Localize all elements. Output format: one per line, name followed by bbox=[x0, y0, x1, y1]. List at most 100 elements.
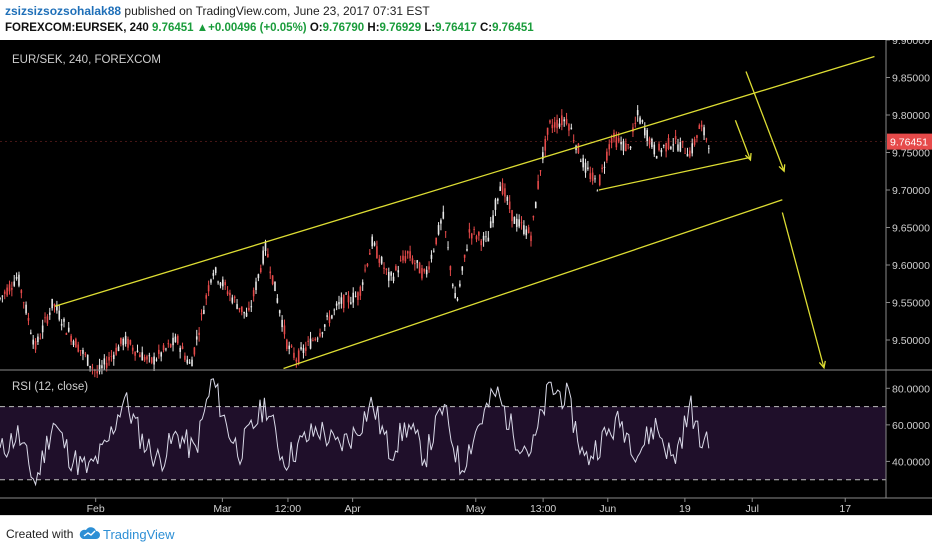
candle-body bbox=[222, 279, 224, 287]
candle-body bbox=[224, 282, 227, 286]
arrow-head bbox=[818, 360, 826, 370]
candle-body bbox=[286, 339, 288, 349]
candle-body bbox=[25, 304, 27, 314]
candle-body bbox=[354, 295, 357, 297]
candle-body bbox=[195, 336, 198, 340]
tradingview-cloud-icon[interactable] bbox=[78, 526, 100, 545]
candle-body bbox=[352, 292, 355, 303]
candle-body bbox=[124, 335, 127, 344]
candle-body bbox=[309, 338, 312, 349]
candle-body bbox=[542, 152, 544, 160]
chart-area[interactable]: 9.90000 9.85000 9.80000 9.75000 9.70000 9.650… bbox=[0, 35, 932, 515]
low-value: 9.76417 bbox=[435, 22, 477, 34]
candle-body bbox=[411, 258, 414, 264]
candle-body bbox=[205, 295, 208, 299]
x-tick-label: 17 bbox=[839, 503, 851, 515]
candle-body bbox=[63, 318, 65, 322]
candle-body bbox=[617, 138, 620, 142]
candle-body bbox=[323, 324, 326, 327]
candle-body bbox=[449, 266, 452, 271]
candle-body bbox=[11, 288, 13, 290]
candle-body bbox=[636, 110, 639, 116]
x-tick-label: Feb bbox=[87, 503, 105, 515]
candle-body bbox=[466, 249, 468, 251]
candle-body bbox=[22, 302, 25, 304]
candle-body bbox=[568, 124, 570, 131]
candle-body bbox=[608, 144, 611, 150]
candle-body bbox=[229, 292, 231, 296]
candle-body bbox=[257, 274, 260, 279]
candle-body bbox=[708, 147, 710, 149]
tradingview-brand-link[interactable]: TradingView bbox=[103, 527, 175, 542]
candle-body bbox=[278, 310, 281, 314]
candle-body bbox=[660, 149, 663, 153]
candle-body bbox=[577, 143, 580, 153]
candle-body bbox=[653, 144, 656, 155]
candle-body bbox=[290, 345, 293, 347]
candle-body bbox=[86, 354, 89, 366]
candle-body bbox=[703, 127, 705, 136]
chart-canvas[interactable]: 9.90000 9.85000 9.80000 9.75000 9.70000 9.650… bbox=[0, 35, 932, 515]
candle-body bbox=[591, 172, 594, 181]
candle-body bbox=[473, 229, 475, 230]
last-price-tag bbox=[887, 133, 932, 150]
candle-body bbox=[18, 274, 20, 286]
candle-body bbox=[525, 229, 528, 236]
candle-body bbox=[122, 338, 125, 346]
x-tick-label: May bbox=[466, 503, 487, 515]
candle-body bbox=[79, 350, 82, 351]
candle-body bbox=[117, 346, 120, 352]
candle-body bbox=[433, 250, 435, 252]
candle-body bbox=[6, 287, 8, 296]
candle-body bbox=[674, 136, 677, 140]
candle-body bbox=[89, 365, 91, 368]
candle-body bbox=[165, 348, 167, 350]
candle-body bbox=[414, 263, 416, 265]
candle-body bbox=[532, 215, 535, 218]
candle-body bbox=[105, 362, 108, 368]
candle-body bbox=[136, 350, 139, 352]
candle-body bbox=[297, 350, 300, 364]
x-tick-label: 13:00 bbox=[530, 503, 556, 515]
candle-body bbox=[523, 225, 525, 234]
candle-body bbox=[51, 298, 53, 309]
candle-body bbox=[72, 341, 75, 346]
candle-body bbox=[167, 343, 170, 345]
candle-body bbox=[188, 362, 191, 364]
candle-body bbox=[482, 235, 485, 241]
candle-body bbox=[236, 304, 238, 309]
candle-body bbox=[340, 297, 343, 304]
price-pane[interactable] bbox=[0, 55, 875, 378]
candle-body bbox=[134, 351, 136, 356]
candle-body bbox=[667, 138, 670, 149]
candle-body bbox=[84, 353, 87, 355]
candle-body bbox=[231, 297, 234, 303]
price-tick-label: 9.75000 bbox=[892, 148, 930, 160]
candle-body bbox=[395, 266, 397, 271]
candle-body bbox=[271, 275, 274, 285]
rsi-pane[interactable] bbox=[0, 378, 886, 487]
candle-body bbox=[530, 235, 532, 242]
candle-body bbox=[468, 229, 471, 233]
candle-body bbox=[267, 253, 269, 258]
candle-body bbox=[598, 174, 601, 186]
trend-line bbox=[283, 199, 783, 370]
price-tick-label: 9.70000 bbox=[892, 185, 930, 197]
candle-body bbox=[219, 282, 222, 286]
candle-body bbox=[262, 250, 264, 264]
candle-body bbox=[570, 127, 573, 130]
candle-body bbox=[0, 297, 1, 299]
candle-body bbox=[115, 347, 117, 355]
candle-body bbox=[39, 338, 42, 340]
price-tick-label: 9.65000 bbox=[892, 223, 930, 235]
candle-body bbox=[378, 258, 381, 263]
candle-body bbox=[627, 144, 630, 146]
author-link[interactable]: zsizsizsozsohalak88 bbox=[5, 4, 122, 18]
candle-body bbox=[58, 310, 61, 320]
candle-body bbox=[207, 285, 210, 292]
candle-body bbox=[544, 139, 547, 151]
candle-body bbox=[361, 282, 364, 285]
candle-body bbox=[693, 139, 696, 145]
candle-body bbox=[501, 182, 504, 195]
arrow-line bbox=[745, 71, 785, 172]
